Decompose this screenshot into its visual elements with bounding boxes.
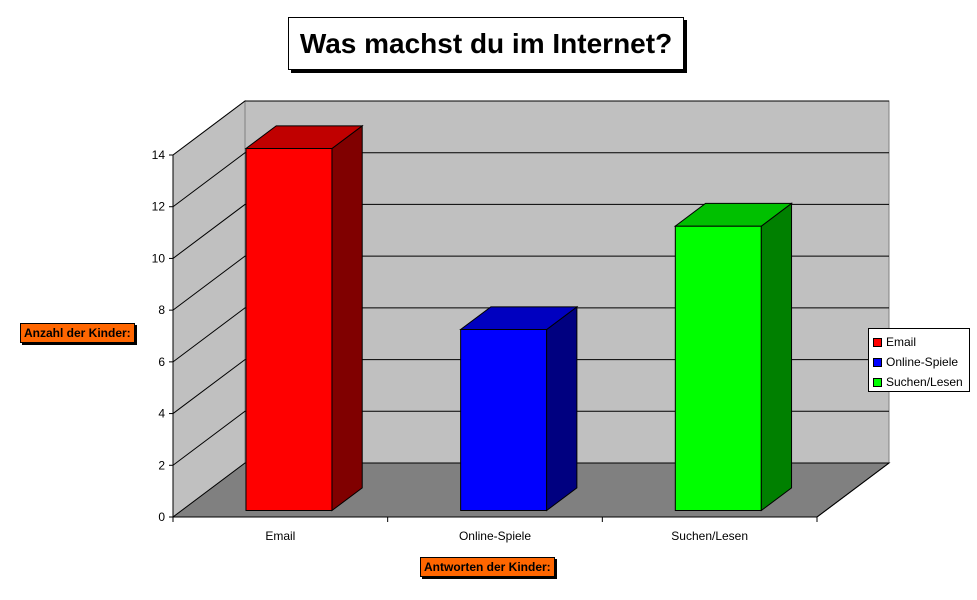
gridline-12 bbox=[172, 152, 889, 208]
bar-email bbox=[245, 148, 333, 512]
y-tick-label-8: 8 bbox=[158, 303, 165, 317]
x-tick-label-online-spiele: Online-Spiele bbox=[459, 529, 531, 543]
gridline-14 bbox=[172, 100, 889, 156]
y-tick-label-12: 12 bbox=[152, 200, 166, 214]
legend-item-suchen-lesen: Suchen/Lesen bbox=[873, 372, 965, 392]
y-tick-label-2: 2 bbox=[158, 458, 165, 472]
gridline-8 bbox=[172, 255, 889, 311]
bar-top-online-spiele bbox=[459, 306, 579, 331]
legend-swatch-suchen-lesen bbox=[873, 377, 882, 387]
gridline-10 bbox=[172, 203, 889, 259]
bar-suchen-lesen bbox=[674, 225, 762, 512]
legend-label-suchen-lesen: Suchen/Lesen bbox=[886, 375, 963, 389]
y-tick-label-14: 14 bbox=[152, 148, 166, 162]
bar-side-email bbox=[331, 124, 363, 512]
bar-top-email bbox=[244, 125, 364, 150]
x-tick-label-suchen-lesen: Suchen/Lesen bbox=[671, 529, 748, 543]
gridline-6 bbox=[172, 307, 889, 363]
gridline-4 bbox=[172, 359, 889, 414]
chart-legend: Email Online-Spiele Suchen/Lesen bbox=[868, 328, 970, 392]
legend-label-online-spiele: Online-Spiele bbox=[886, 355, 959, 369]
legend-swatch-online-spiele bbox=[873, 357, 882, 367]
legend-swatch-email bbox=[873, 337, 882, 347]
bar-side-online-spiele bbox=[546, 305, 578, 512]
legend-item-email: Email bbox=[873, 332, 965, 352]
bar-online-spiele bbox=[460, 329, 548, 512]
x-tick-label-email: Email bbox=[265, 529, 295, 543]
legend-label-email: Email bbox=[886, 335, 917, 349]
y-tick-label-10: 10 bbox=[152, 251, 166, 265]
y-tick-label-6: 6 bbox=[158, 355, 165, 369]
x-axis-label: Antworten der Kinder: bbox=[420, 557, 555, 577]
bar-side-suchen-lesen bbox=[760, 202, 793, 512]
bar-top-suchen-lesen bbox=[673, 202, 794, 227]
chart-title: Was machst du im Internet? bbox=[288, 17, 684, 70]
y-tick-label-4: 4 bbox=[158, 407, 165, 421]
gridline-2 bbox=[172, 410, 889, 466]
y-axis-label: Anzahl der Kinder: bbox=[20, 323, 135, 343]
y-tick-label-0: 0 bbox=[158, 510, 165, 524]
floor-right-edge bbox=[816, 462, 890, 518]
legend-item-online-spiele: Online-Spiele bbox=[873, 352, 965, 372]
side-wall bbox=[172, 100, 246, 518]
